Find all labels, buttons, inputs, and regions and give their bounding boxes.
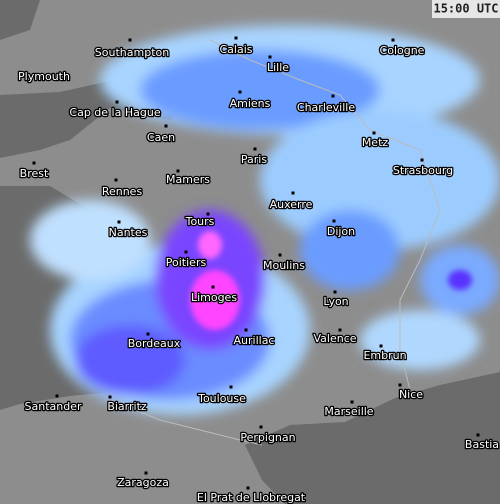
city-labels: Southampton Plymouth Calais Lille Cologne Ami…	[17, 36, 500, 504]
city-label: Bordeaux	[128, 337, 181, 350]
city-marker	[338, 328, 342, 332]
city-marker	[332, 219, 336, 223]
city-label: Aurillac	[234, 334, 275, 347]
city-marker	[372, 131, 376, 135]
city-label: Calais	[219, 43, 252, 56]
city-label: Nice	[399, 388, 423, 401]
city-marker	[420, 158, 424, 162]
time-box	[432, 0, 500, 18]
city-label: Rennes	[102, 185, 143, 198]
city-label: Brest	[20, 167, 49, 180]
city-marker	[114, 178, 118, 182]
city-marker	[229, 385, 233, 389]
city-label: Lille	[267, 61, 289, 74]
city-marker	[398, 383, 402, 387]
city-label: Paris	[241, 153, 267, 166]
city-label: Santander	[25, 400, 82, 413]
city-label: Marseille	[324, 405, 373, 418]
city-marker	[206, 212, 210, 216]
city-label: Cap de la Hague	[69, 106, 160, 119]
city-label: Southampton	[95, 46, 169, 59]
city-label: Toulouse	[197, 392, 246, 405]
city-label: Bastia	[465, 438, 499, 451]
city-marker	[128, 38, 132, 42]
city-label: Tours	[185, 215, 215, 228]
city-marker	[184, 250, 188, 254]
city-label: Zaragoza	[117, 476, 169, 489]
city-marker	[238, 90, 242, 94]
city-marker	[234, 36, 238, 40]
city-label: Moulins	[263, 259, 305, 272]
city-label: Mamers	[166, 173, 210, 186]
city-marker	[379, 344, 383, 348]
city-marker	[350, 400, 354, 404]
city-marker	[18, 74, 22, 78]
city-marker	[115, 100, 119, 104]
city-label: Cologne	[380, 44, 425, 57]
city-label: Embrun	[363, 349, 406, 362]
city-label: Charleville	[297, 101, 355, 114]
city-marker	[391, 38, 395, 42]
city-label: Auxerre	[270, 198, 313, 211]
city-marker	[144, 471, 148, 475]
city-label: Plymouth	[18, 70, 70, 83]
city-marker	[331, 94, 335, 98]
city-marker	[32, 161, 36, 165]
city-label: Perpignan	[240, 431, 295, 444]
city-label: Lyon	[323, 295, 348, 308]
city-label: Caen	[147, 131, 175, 144]
city-marker	[246, 486, 250, 490]
city-marker	[476, 433, 480, 437]
city-label: Strasbourg	[393, 164, 453, 177]
city-marker	[211, 285, 215, 289]
city-marker	[164, 124, 168, 128]
city-label: Limoges	[191, 291, 237, 304]
city-marker	[244, 328, 248, 332]
city-label: Metz	[362, 136, 389, 149]
city-label: Poitiers	[166, 256, 207, 269]
city-label: Dijon	[327, 225, 355, 238]
city-marker	[333, 290, 337, 294]
city-label: Nantes	[109, 226, 148, 239]
city-marker	[55, 394, 59, 398]
city-marker	[253, 147, 257, 151]
radar-echoes	[30, 25, 500, 415]
time-label: 15:00 UTC	[433, 2, 498, 16]
city-label: Biarritz	[107, 400, 147, 413]
city-marker	[291, 191, 295, 195]
city-label: El Prat de Llobregat	[197, 491, 306, 504]
city-label: Valence	[313, 332, 356, 345]
radar-core	[190, 231, 472, 330]
city-marker	[146, 332, 150, 336]
borders	[109, 39, 441, 446]
city-marker	[117, 220, 121, 224]
city-marker	[268, 55, 272, 59]
city-marker	[108, 395, 112, 399]
city-marker	[278, 253, 282, 257]
city-marker	[259, 425, 263, 429]
city-marker	[176, 169, 180, 173]
city-label: Amiens	[230, 97, 271, 110]
